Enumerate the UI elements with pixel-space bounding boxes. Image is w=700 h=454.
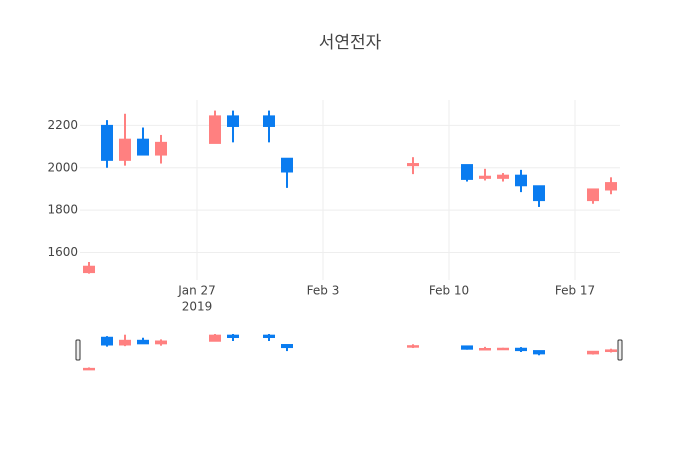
slider-handle (75, 339, 81, 361)
slider-handle (617, 339, 623, 361)
candle-body (119, 138, 131, 161)
candle-body (83, 265, 95, 274)
x-tick-year: 2019 (182, 300, 213, 314)
x-tick-label: Feb 3 (307, 284, 340, 298)
candle-body (155, 141, 167, 156)
slider-candle-body (281, 344, 293, 349)
candle-body (497, 174, 509, 179)
candle-body (137, 138, 149, 156)
x-tick-label: Jan 27 (177, 284, 216, 298)
slider-candle-body (533, 350, 545, 355)
slider-candle-body (83, 367, 95, 371)
y-tick-label: 2000 (47, 160, 78, 174)
chart-title: 서연전자 (319, 33, 382, 53)
y-tick-label: 2200 (47, 118, 78, 132)
slider-candle-body (407, 345, 419, 348)
slider-candle-body (497, 347, 509, 351)
candle-body (227, 115, 239, 127)
y-tick-label: 1800 (47, 203, 78, 217)
candle-body (479, 175, 491, 179)
x-tick-label: Feb 10 (429, 284, 469, 298)
candle-body (533, 185, 545, 202)
y-tick-label: 1600 (47, 245, 78, 259)
slider-candle-body (479, 347, 491, 351)
slider-candle-body (101, 336, 113, 346)
candle-body (587, 188, 599, 202)
slider-candle-body (605, 349, 617, 353)
slider-candle-body (461, 345, 473, 350)
candle-body (605, 182, 617, 191)
x-tick-label: Feb 17 (555, 284, 595, 298)
candle-body (263, 115, 275, 127)
candle-body (515, 174, 527, 187)
slider-candle-body (119, 339, 131, 346)
candle-body (209, 115, 221, 144)
slider-candle-body (137, 339, 149, 345)
slider-candle-body (209, 334, 221, 342)
slider-candle-body (227, 334, 239, 339)
candle-body (461, 164, 473, 180)
slider-candle-body (515, 347, 527, 352)
candle-body (281, 157, 293, 173)
candle-body (407, 163, 419, 167)
slider-candle-body (263, 334, 275, 339)
slider-candle-body (587, 350, 599, 355)
candle-body (101, 124, 113, 161)
slider-candle-body (155, 340, 167, 345)
